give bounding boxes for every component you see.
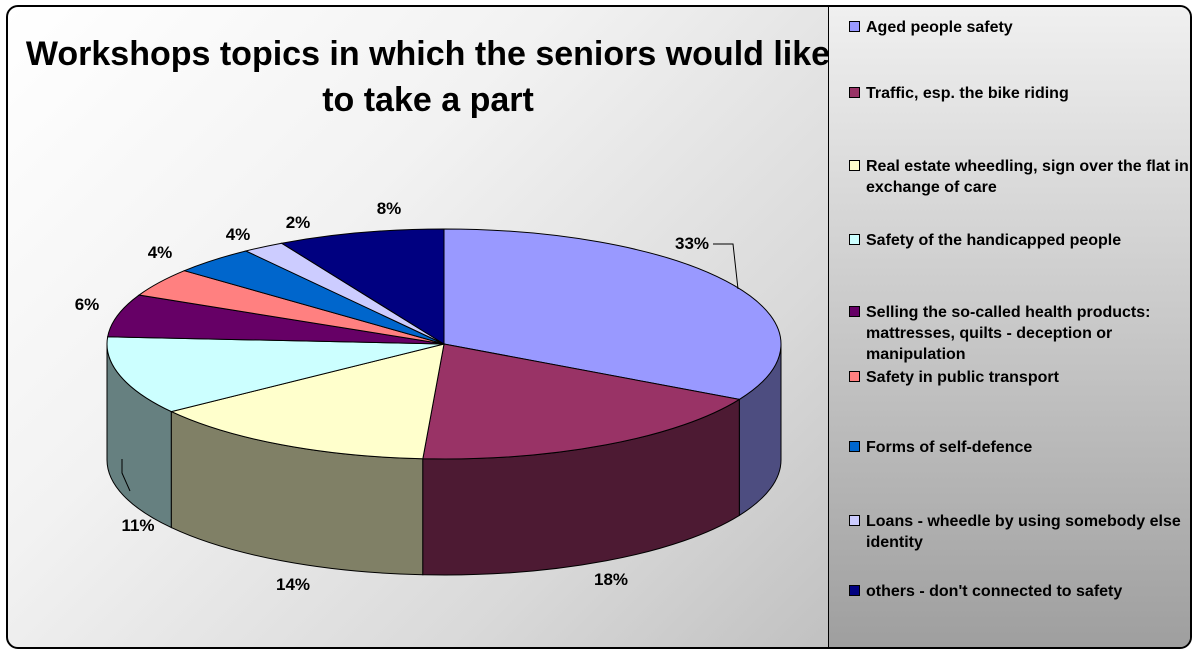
legend-swatch — [849, 160, 860, 171]
legend-label: Real estate wheedling, sign over the fla… — [866, 158, 1189, 196]
pie-chart: 33% 18% 14% 11% 6% 4% 4% 2% 8% — [75, 199, 782, 594]
legend-swatch — [849, 515, 860, 526]
pie-slice — [106, 336, 445, 413]
legend: Aged people safety Traffic, esp. the bik… — [828, 7, 1190, 647]
legend-item-loans: Loans - wheedle by using somebody else i… — [849, 511, 1190, 553]
data-label: 11% — [121, 516, 154, 535]
legend-item-health-products: Selling the so-called health products: m… — [849, 302, 1190, 365]
data-label: 33% — [675, 234, 709, 253]
legend-swatch — [849, 371, 860, 382]
legend-swatch — [849, 585, 860, 596]
legend-label: Safety of the handicapped people — [866, 232, 1122, 249]
pie-slice — [422, 343, 741, 460]
pie-slice — [107, 294, 445, 345]
legend-item-aged-people-safety: Aged people safety — [849, 17, 1190, 38]
legend-item-real-estate: Real estate wheedling, sign over the fla… — [849, 156, 1190, 198]
leader-line — [713, 243, 739, 290]
data-label: 6% — [75, 295, 100, 314]
legend-item-public-transport: Safety in public transport — [849, 367, 1190, 388]
legend-label: Forms of self-defence — [866, 439, 1033, 456]
chart-frame: Workshops topics in which the seniors wo… — [6, 5, 1192, 649]
legend-swatch — [849, 21, 860, 32]
legend-label: others - don't connected to safety — [866, 583, 1123, 600]
legend-item-traffic: Traffic, esp. the bike riding — [849, 83, 1190, 104]
pie-slice — [169, 343, 445, 460]
legend-swatch — [849, 234, 860, 245]
legend-item-handicapped: Safety of the handicapped people — [849, 230, 1190, 251]
legend-item-others: others - don't connected to safety — [849, 581, 1190, 602]
legend-label: Selling the so-called health products: m… — [866, 304, 1151, 363]
data-label: 14% — [276, 575, 310, 594]
leader-line — [121, 459, 131, 492]
legend-label: Aged people safety — [866, 19, 1013, 36]
data-label: 8% — [377, 199, 402, 218]
pie-slice — [280, 228, 445, 345]
legend-label: Traffic, esp. the bike riding — [866, 85, 1069, 102]
data-label: 18% — [594, 570, 628, 589]
legend-swatch — [849, 441, 860, 452]
data-label: 4% — [226, 225, 251, 244]
legend-label: Safety in public transport — [866, 369, 1059, 386]
legend-swatch — [849, 306, 860, 317]
pie-slice — [443, 228, 782, 400]
legend-item-self-defence: Forms of self-defence — [849, 437, 1190, 458]
legend-swatch — [849, 87, 860, 98]
chart-title: Workshops topics in which the seniors wo… — [25, 35, 831, 119]
data-label: 2% — [286, 213, 311, 232]
data-label: 4% — [148, 243, 173, 262]
legend-label: Loans - wheedle by using somebody else i… — [866, 513, 1181, 551]
